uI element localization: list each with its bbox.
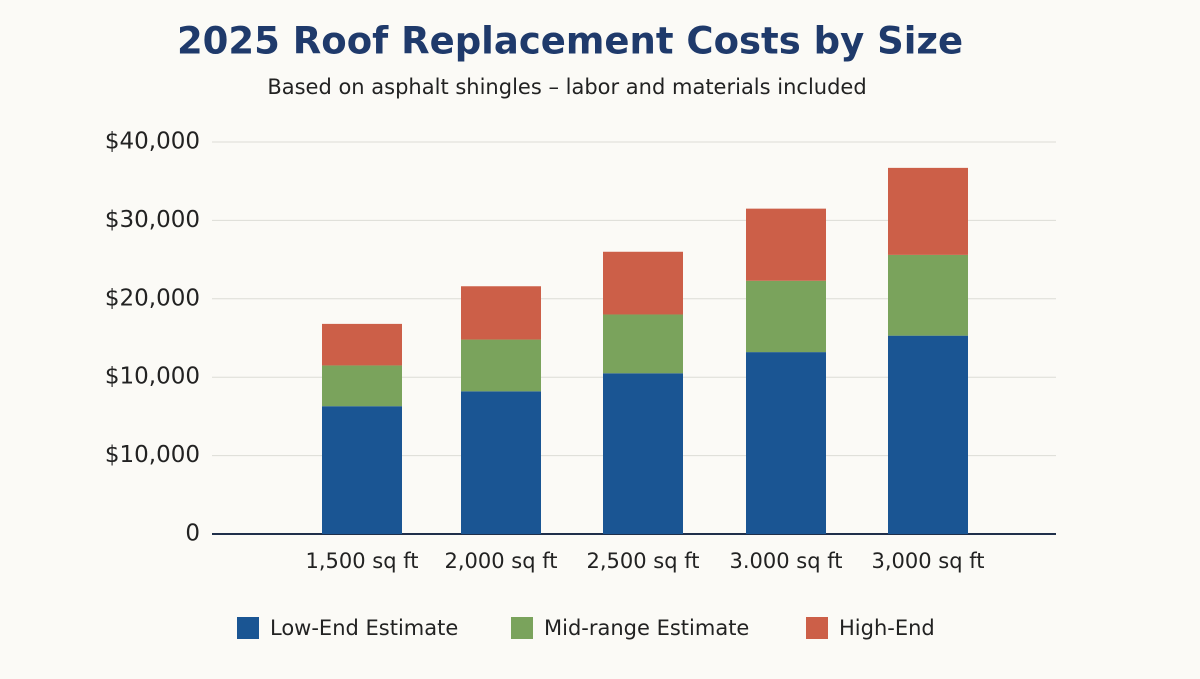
bar-segment — [603, 373, 683, 534]
legend-label: Low-End Estimate — [270, 616, 458, 640]
y-tick-label: 0 — [185, 521, 200, 547]
bar-segment — [603, 314, 683, 374]
bar-segment — [746, 280, 826, 353]
x-tick-label: 3.000 sq ft — [730, 549, 843, 573]
bar-segment — [888, 167, 968, 255]
bar-segment — [322, 365, 402, 407]
chart-title: 2025 Roof Replacement Costs by Size — [177, 20, 963, 63]
bar-segment — [746, 352, 826, 534]
bar-segment — [461, 286, 541, 340]
y-tick-label: $10,000 — [105, 442, 200, 468]
bar-segment — [888, 254, 968, 336]
legend-swatch — [806, 617, 828, 639]
chart-subtitle: Based on asphalt shingles – labor and ma… — [267, 75, 866, 99]
y-tick-label: $10,000 — [105, 364, 200, 390]
bar-segment — [322, 323, 402, 366]
bar-segment — [461, 391, 541, 534]
y-tick-label: $40,000 — [105, 129, 200, 155]
bar-segment — [461, 339, 541, 392]
legend-swatch — [237, 617, 259, 639]
bar-segment — [746, 208, 826, 281]
bar-segment — [603, 251, 683, 315]
bar-segment — [888, 335, 968, 534]
x-tick-label: 1,500 sq ft — [306, 549, 419, 573]
legend-label: Mid-range Estimate — [544, 616, 749, 640]
legend-label: High-End — [839, 616, 935, 640]
x-tick-label: 2,000 sq ft — [445, 549, 558, 573]
x-tick-label: 3,000 sq ft — [872, 549, 985, 573]
y-tick-label: $30,000 — [105, 207, 200, 233]
x-tick-label: 2,500 sq ft — [587, 549, 700, 573]
legend-swatch — [511, 617, 533, 639]
y-tick-label: $20,000 — [105, 285, 200, 311]
bar-segment — [322, 406, 402, 534]
